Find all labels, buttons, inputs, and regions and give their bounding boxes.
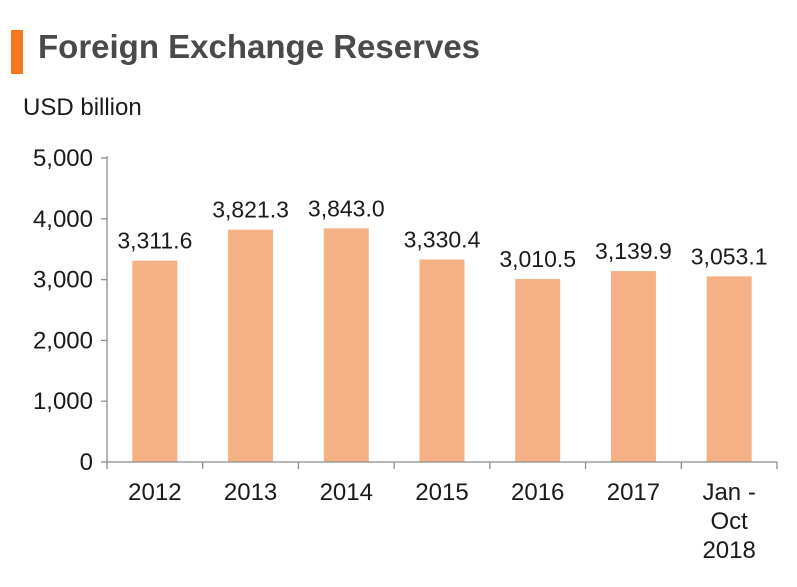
x-category-label: 2014 bbox=[320, 479, 373, 506]
bar bbox=[323, 228, 369, 462]
y-tick-label: 0 bbox=[80, 449, 93, 476]
x-category-label: 2013 bbox=[224, 479, 277, 506]
y-tick-label: 4,000 bbox=[33, 206, 93, 233]
data-label: 3,139.9 bbox=[595, 238, 672, 264]
bar bbox=[610, 271, 656, 462]
y-tick-label: 5,000 bbox=[33, 145, 93, 172]
bar bbox=[419, 259, 465, 462]
bar bbox=[228, 229, 274, 462]
bar bbox=[706, 276, 752, 462]
data-label: 3,010.5 bbox=[499, 246, 576, 272]
data-label: 3,311.6 bbox=[117, 228, 192, 254]
x-category-label: Jan -Oct 2018 bbox=[702, 479, 755, 564]
data-label: 3,821.3 bbox=[212, 197, 289, 223]
x-category-label: 2015 bbox=[415, 479, 468, 506]
x-axis: 2012 2013 2014 2015 2016 2017 Jan -Oct 2018 bbox=[106, 461, 778, 564]
bar bbox=[132, 260, 178, 462]
y-axis: 0 1,000 2,000 3,000 4,000 5,000 bbox=[33, 145, 108, 476]
bar bbox=[515, 278, 561, 462]
x-category-label: 2012 bbox=[128, 479, 181, 506]
data-label: 3,330.4 bbox=[404, 227, 481, 253]
y-tick-label: 2,000 bbox=[33, 327, 93, 354]
y-tick-label: 3,000 bbox=[33, 267, 93, 294]
unit-label: USD billion bbox=[23, 94, 142, 121]
x-category-label: 2017 bbox=[607, 479, 660, 506]
data-label: 3,843.0 bbox=[308, 195, 385, 221]
y-tick-label: 1,000 bbox=[33, 388, 93, 415]
x-category-label: 2016 bbox=[511, 479, 564, 506]
chart-title: Foreign Exchange Reserves bbox=[38, 28, 481, 65]
data-label: 3,053.1 bbox=[691, 243, 768, 269]
bars-group: 3,311.6 3,821.3 3,843.0 3,330.4 3,010.5 3,139… bbox=[117, 195, 768, 462]
title-accent-bar bbox=[11, 30, 23, 74]
